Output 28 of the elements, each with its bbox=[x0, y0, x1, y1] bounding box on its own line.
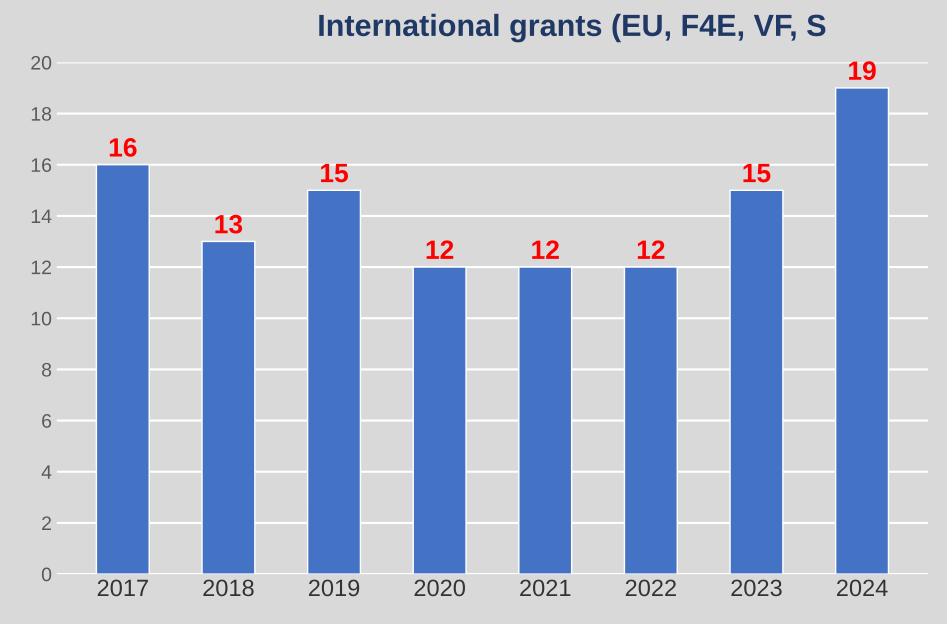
data-label: 15 bbox=[321, 164, 348, 182]
x-tick-label: 2021 bbox=[520, 580, 570, 596]
data-label: 13 bbox=[215, 214, 242, 234]
data-label: 12 bbox=[532, 240, 559, 259]
y-tick-label: 6 bbox=[42, 414, 52, 428]
y-tick-label: 10 bbox=[32, 312, 52, 326]
x-tick-label: 2020 bbox=[414, 580, 465, 596]
y-tick-label: 18 bbox=[32, 107, 52, 121]
x-tick-label: 2022 bbox=[626, 580, 676, 596]
y-tick-label: 20 bbox=[31, 56, 52, 70]
chart-title: International grants (EU, F4E, VF, S bbox=[319, 14, 826, 42]
data-label: 19 bbox=[849, 61, 876, 80]
y-tick-label: 4 bbox=[42, 465, 52, 479]
data-label: 15 bbox=[743, 164, 770, 182]
y-tick-label: 14 bbox=[32, 210, 52, 223]
x-tick-label: 2024 bbox=[836, 580, 888, 596]
data-label: 12 bbox=[638, 240, 664, 259]
data-label: 12 bbox=[426, 240, 454, 259]
y-tick-label: 8 bbox=[42, 362, 52, 377]
x-tick-label: 2023 bbox=[731, 580, 782, 596]
y-tick-label: 16 bbox=[32, 158, 52, 172]
y-tick-label: 12 bbox=[32, 260, 51, 274]
y-tick-label: 0 bbox=[42, 568, 52, 582]
y-tick-label: 2 bbox=[42, 516, 51, 530]
x-tick-label: 2018 bbox=[203, 580, 254, 596]
data-label: 16 bbox=[110, 138, 137, 157]
x-tick-label: 2017 bbox=[98, 580, 148, 596]
x-tick-label: 2019 bbox=[308, 580, 360, 596]
